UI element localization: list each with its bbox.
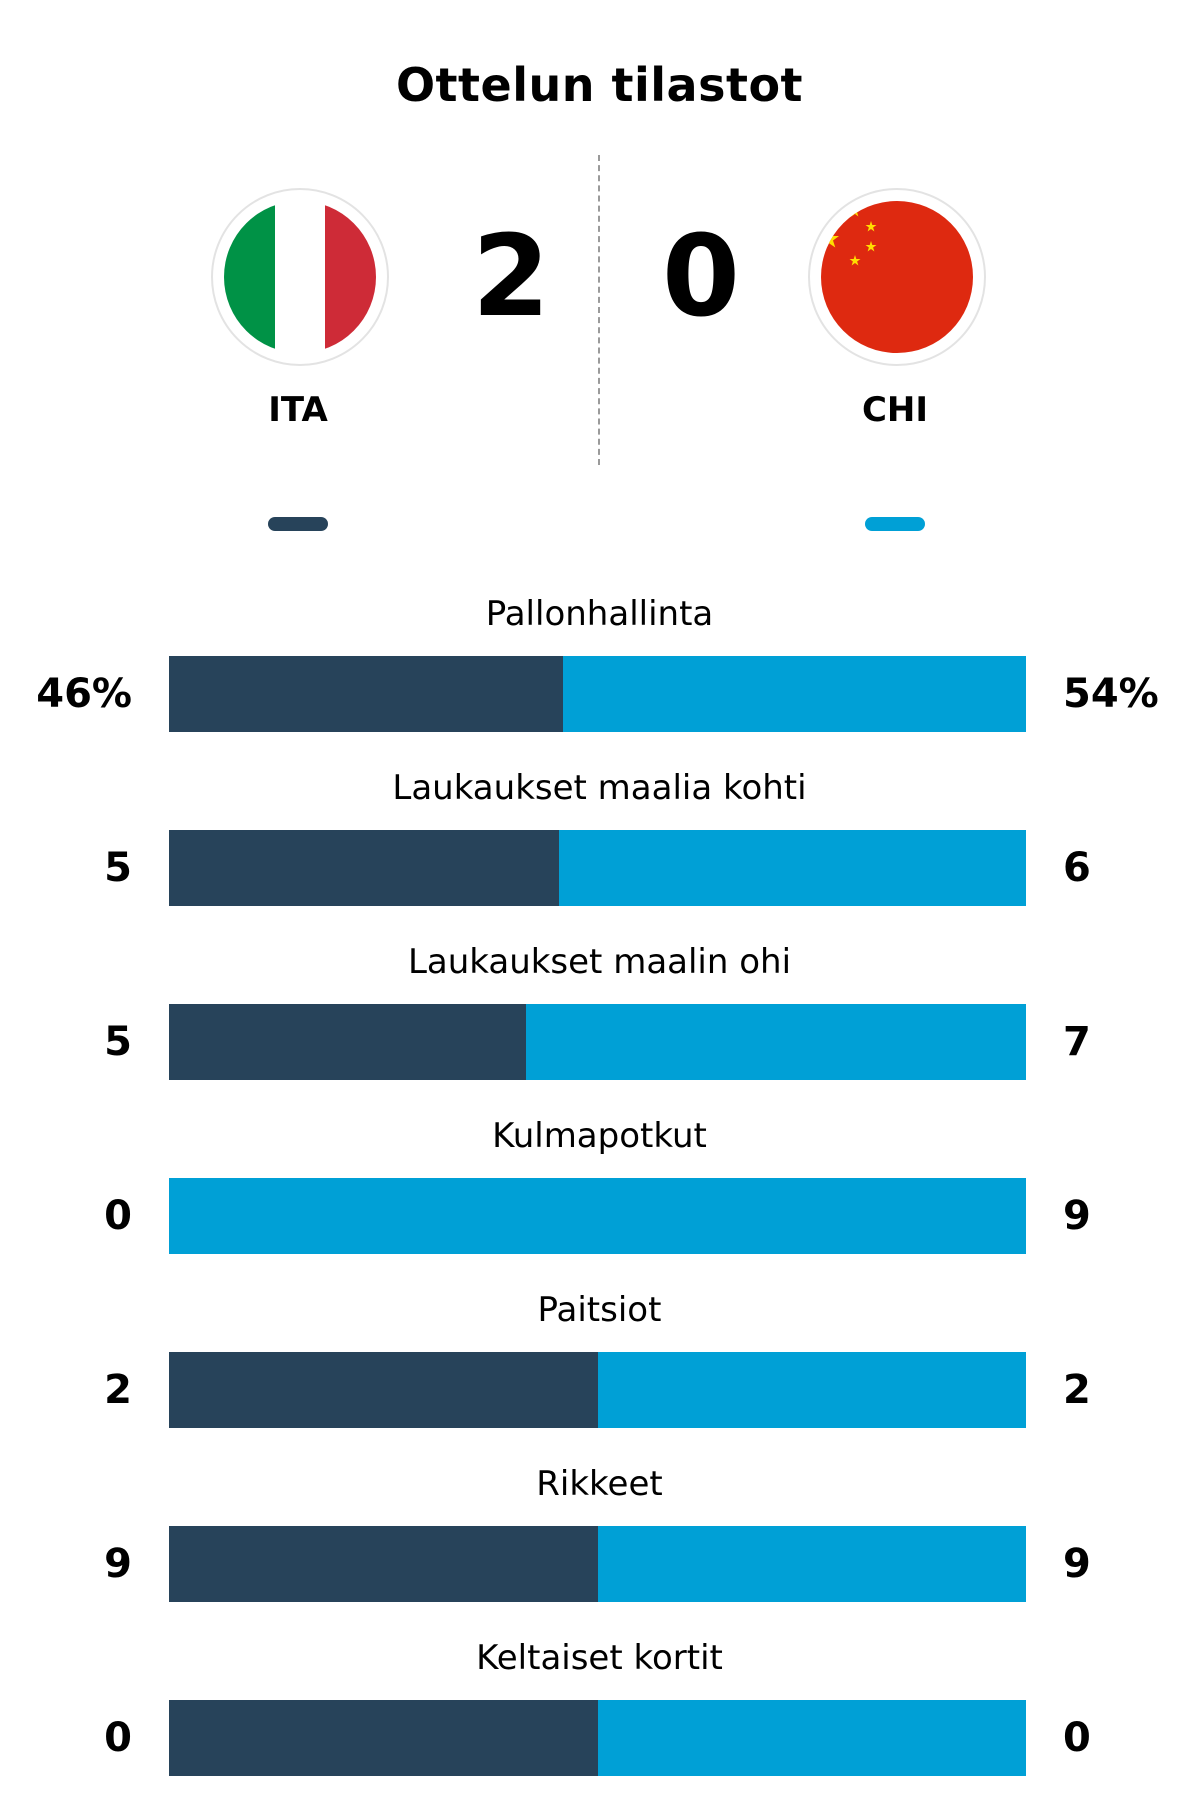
stat-bar [169, 1178, 1026, 1254]
stat-bar-away-segment [169, 1178, 1026, 1254]
stat-bar-home-segment [169, 1526, 598, 1602]
china-flag-icon [808, 188, 986, 366]
stat-away-value: 9 [1063, 1541, 1091, 1587]
stat-bar-away-segment [563, 656, 1026, 732]
stat-away-value: 54% [1063, 671, 1159, 717]
stat-bar-home-segment [169, 1700, 598, 1776]
stat-home-value: 46% [36, 671, 132, 717]
stat-home-value: 9 [104, 1541, 132, 1587]
stat-home-value: 5 [104, 845, 132, 891]
stat-bar-away-segment [559, 830, 1026, 906]
stat-label: Paitsiot [537, 1290, 662, 1330]
stat-bar-home-segment [169, 1004, 526, 1080]
center-divider [598, 155, 600, 465]
stat-bar [169, 830, 1026, 906]
home-team-code: ITA [268, 390, 328, 430]
stat-label: Rikkeet [536, 1464, 663, 1504]
stat-bar [169, 656, 1026, 732]
stat-bar [169, 1526, 1026, 1602]
stat-label: Keltaiset kortit [476, 1638, 723, 1678]
stat-bar-home-segment [169, 656, 563, 732]
stat-bar [169, 1352, 1026, 1428]
stat-bar-away-segment [598, 1526, 1026, 1602]
stat-away-value: 2 [1063, 1367, 1091, 1413]
stat-home-value: 2 [104, 1367, 132, 1413]
stat-bar [169, 1004, 1026, 1080]
stat-bar-away-segment [526, 1004, 1026, 1080]
stat-label: Kulmapotkut [492, 1116, 707, 1156]
stat-away-value: 7 [1063, 1019, 1091, 1065]
stat-bar-away-segment [598, 1352, 1026, 1428]
stat-bar-home-segment [169, 830, 559, 906]
home-score: 2 [472, 212, 550, 342]
home-color-pill [268, 517, 328, 531]
away-score: 0 [662, 212, 740, 342]
stat-label: Laukaukset maalin ohi [407, 942, 792, 982]
stat-label: Laukaukset maalia kohti [392, 768, 807, 808]
stat-label: Pallonhallinta [485, 594, 714, 634]
stat-away-value: 9 [1063, 1193, 1091, 1239]
stat-bar [169, 1700, 1026, 1776]
stat-away-value: 6 [1063, 845, 1091, 891]
stat-home-value: 0 [104, 1715, 132, 1761]
away-color-pill [865, 517, 925, 531]
stat-bar-away-segment [598, 1700, 1026, 1776]
stat-home-value: 0 [104, 1193, 132, 1239]
stat-bar-home-segment [169, 1352, 598, 1428]
stat-away-value: 0 [1063, 1715, 1091, 1761]
page-title: Ottelun tilastot [395, 58, 804, 112]
away-team-code: CHI [861, 390, 929, 430]
italy-flag-icon [211, 188, 389, 366]
stat-home-value: 5 [104, 1019, 132, 1065]
